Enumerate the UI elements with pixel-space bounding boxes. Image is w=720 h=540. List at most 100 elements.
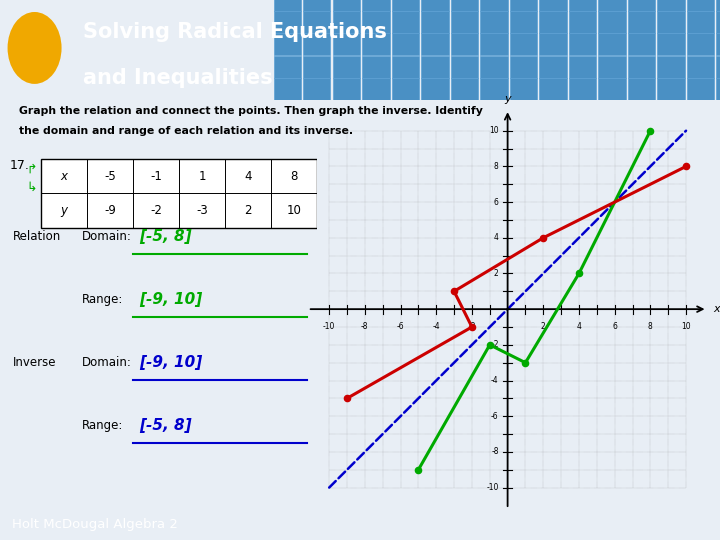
Bar [333,78,360,100]
Bar [569,78,596,100]
Text: [-5, 8]: [-5, 8] [140,418,192,433]
Point [680,162,692,171]
Bar [510,78,537,100]
Bar [657,56,685,78]
Text: [-5, 8]: [-5, 8] [140,228,192,244]
Text: Domain:: Domain: [82,230,132,242]
Bar [716,78,720,100]
Bar [451,11,478,33]
Text: -10: -10 [486,483,499,492]
Text: y: y [60,204,68,217]
Bar [41,159,317,228]
Bar [716,11,720,33]
Bar [569,33,596,55]
Text: 2: 2 [541,322,546,330]
Text: Graph the relation and connect the points. Then graph the inverse. Identify: Graph the relation and connect the point… [19,106,483,116]
Bar [480,0,508,11]
Bar [274,56,301,78]
Bar [303,33,330,55]
Text: 10: 10 [287,204,301,217]
Bar [362,56,390,78]
Text: x: x [713,304,719,314]
Bar [716,33,720,55]
Bar [303,78,330,100]
Text: the domain and range of each relation and its inverse.: the domain and range of each relation an… [19,126,353,136]
Text: 8: 8 [494,162,499,171]
Bar [274,11,301,33]
Point [413,465,424,474]
Bar [598,33,626,55]
Bar [480,56,508,78]
Bar [510,0,537,11]
Bar [687,56,714,78]
Text: -2: -2 [491,340,499,349]
Text: y: y [504,94,511,104]
Text: 8: 8 [648,322,653,330]
Bar [569,0,596,11]
Bar [598,78,626,100]
Point [644,126,656,135]
Bar [628,0,655,11]
Bar [628,33,655,55]
Bar [480,11,508,33]
Bar [687,0,714,11]
Bar [392,0,419,11]
Bar [539,33,567,55]
Bar [333,11,360,33]
Text: 17.: 17. [9,159,30,172]
Point [573,269,585,278]
Text: -4: -4 [433,322,440,330]
Bar [539,0,567,11]
Point [449,287,460,295]
Bar [657,33,685,55]
Text: -2: -2 [468,322,476,330]
Bar [539,11,567,33]
Text: 10: 10 [489,126,499,135]
Bar [303,11,330,33]
Bar [569,56,596,78]
Point [520,359,531,367]
Text: Holt McDougal Algebra 2: Holt McDougal Algebra 2 [12,518,178,531]
Text: 2: 2 [494,269,499,278]
Bar [657,11,685,33]
Bar [657,0,685,11]
Text: -6: -6 [491,411,499,421]
Bar [510,33,537,55]
Text: 2: 2 [244,204,252,217]
Bar [687,78,714,100]
Text: [-9, 10]: [-9, 10] [140,292,202,307]
Point [538,233,549,242]
Bar [539,56,567,78]
Text: -8: -8 [361,322,369,330]
Bar [539,78,567,100]
Bar [598,11,626,33]
Bar [392,78,419,100]
Text: -3: -3 [196,204,208,217]
Point [466,323,477,332]
Bar [362,78,390,100]
Bar [628,78,655,100]
Bar [657,78,685,100]
Bar [392,56,419,78]
Text: Range:: Range: [82,418,124,431]
Bar [421,56,449,78]
Bar [392,33,419,55]
Bar [480,78,508,100]
Text: -1: -1 [150,170,162,183]
Bar [451,78,478,100]
Text: -6: -6 [397,322,405,330]
Text: 6: 6 [494,198,499,207]
Bar [687,33,714,55]
Bar [333,0,360,11]
Text: x: x [60,170,68,183]
Text: [-9, 10]: [-9, 10] [140,355,202,370]
Text: Solving Radical Equations: Solving Radical Equations [83,22,387,42]
Bar [303,56,330,78]
Bar [510,56,537,78]
Bar [421,11,449,33]
Bar [274,78,301,100]
Text: 1: 1 [198,170,206,183]
Bar [362,33,390,55]
Bar [687,11,714,33]
Text: 6: 6 [612,322,617,330]
